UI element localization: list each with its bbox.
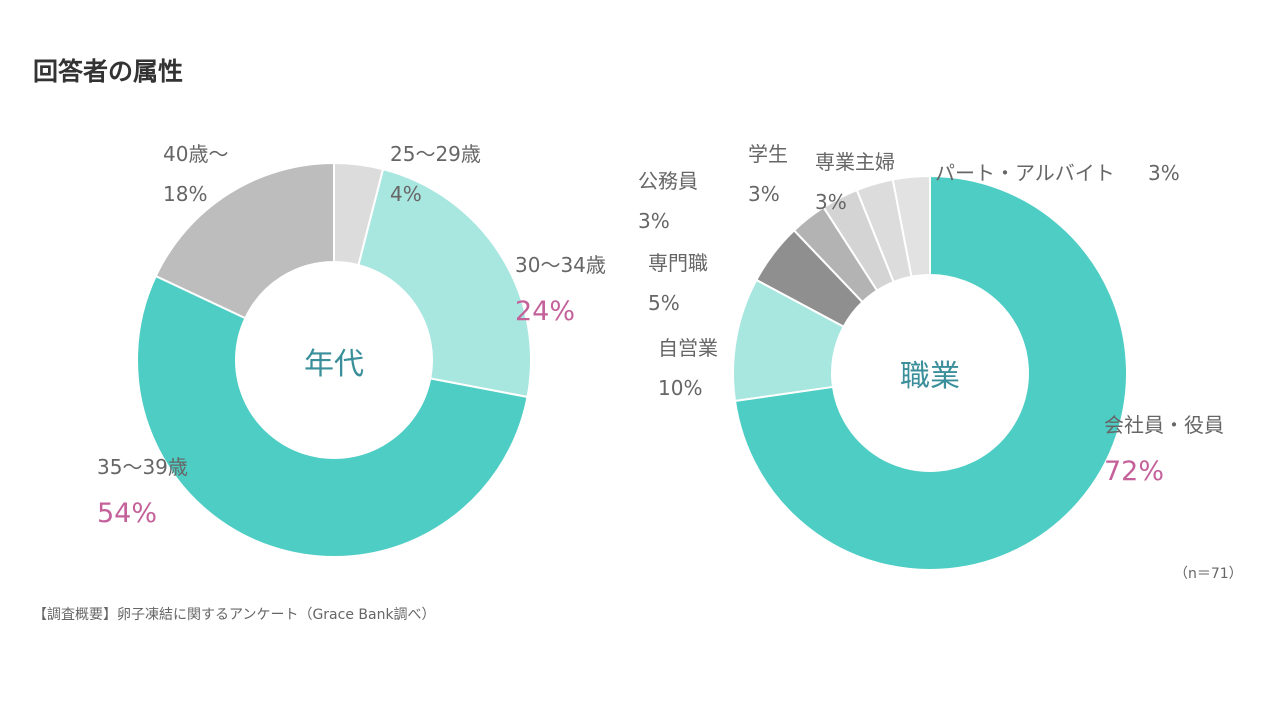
job-value-label-1: 10% bbox=[658, 376, 702, 400]
job-value-label-6: 3% bbox=[1148, 161, 1180, 185]
job-slice-1 bbox=[732, 278, 845, 403]
age-value-label-2: 54% bbox=[97, 498, 157, 529]
job-slice-4 bbox=[822, 188, 895, 292]
job-category-label-3: 公務員 bbox=[638, 169, 698, 193]
job-slice-3 bbox=[792, 205, 879, 304]
job-category-label-6: パート・アルバイト bbox=[935, 161, 1115, 185]
job-slice-0 bbox=[733, 174, 1128, 571]
job-category-label-2: 専門職 bbox=[648, 251, 708, 275]
job-value-label-5: 3% bbox=[815, 190, 847, 214]
age-slice-3 bbox=[154, 161, 335, 320]
survey-note: 【調査概要】卵子凍結に関するアンケート（Grace Bank調べ） bbox=[33, 607, 436, 623]
age-value-label-0: 4% bbox=[390, 182, 422, 206]
age-value-label-3: 18% bbox=[163, 182, 207, 206]
age-category-label-3: 40歳〜 bbox=[163, 142, 228, 166]
age-center-label: 年代 bbox=[304, 347, 364, 382]
age-slice-0 bbox=[333, 161, 385, 267]
age-category-label-1: 30〜34歳 bbox=[515, 253, 606, 277]
age-donut-chart: 年代 25〜29歳 4% 30〜34歳 24% 35〜39歳 54% 40歳〜 18% bbox=[97, 142, 606, 558]
job-slice-2 bbox=[755, 229, 864, 329]
age-category-label-0: 25〜29歳 bbox=[390, 142, 481, 166]
job-value-label-4: 3% bbox=[748, 182, 780, 206]
job-value-label-0: 72% bbox=[1104, 456, 1164, 487]
age-slice-2 bbox=[136, 274, 529, 558]
job-center-label: 職業 bbox=[900, 359, 960, 394]
age-slice-1 bbox=[357, 167, 532, 399]
job-category-label-5: 専業主婦 bbox=[815, 150, 895, 174]
job-category-label-0: 会社員・役員 bbox=[1104, 413, 1224, 437]
job-slice-5 bbox=[855, 178, 913, 284]
age-value-label-1: 24% bbox=[515, 296, 575, 327]
job-donut-chart: 職業 会社員・役員 72% 自営業 10% 専門職 5% 公務員 3% 学生 3% 専業主婦 3% パー… bbox=[638, 142, 1224, 571]
age-category-label-2: 35〜39歳 bbox=[97, 455, 188, 479]
job-value-label-2: 5% bbox=[648, 291, 680, 315]
page-title: 回答者の属性 bbox=[33, 57, 184, 86]
sample-size-label: （n＝71） bbox=[1174, 566, 1243, 582]
job-category-label-4: 学生 bbox=[748, 142, 788, 166]
job-value-label-3: 3% bbox=[638, 209, 670, 233]
job-category-label-1: 自営業 bbox=[658, 336, 718, 360]
